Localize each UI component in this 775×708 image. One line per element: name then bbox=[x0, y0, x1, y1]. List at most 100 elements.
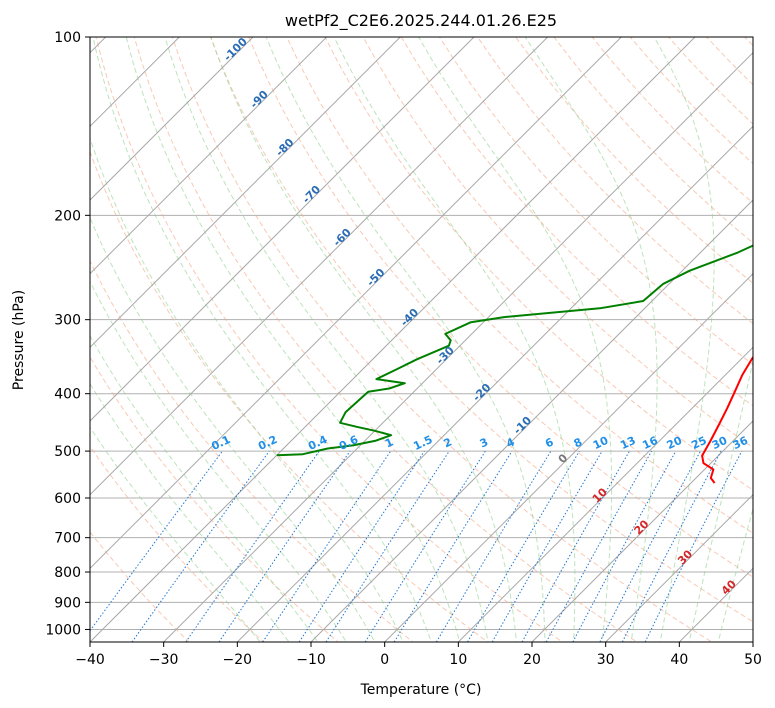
mixing-ratio-line bbox=[131, 450, 270, 642]
dry-adiabat-line bbox=[90, 531, 190, 642]
moist-adiabat-line bbox=[333, 37, 576, 642]
isotherm-label: 30 bbox=[675, 547, 695, 567]
isotherm-label: 10 bbox=[590, 485, 610, 505]
moist-adiabat-line bbox=[653, 37, 715, 642]
x-tick-label: −10 bbox=[296, 652, 326, 668]
y-tick-label: 300 bbox=[54, 313, 81, 329]
y-tick-label: 600 bbox=[54, 491, 81, 507]
isotherm-line bbox=[752, 641, 753, 642]
dry-adiabat-line bbox=[90, 259, 414, 642]
isotherm-label: -50 bbox=[364, 266, 387, 289]
x-tick-label: −30 bbox=[149, 652, 179, 668]
moist-adiabat-line bbox=[164, 37, 489, 642]
y-tick-label: 500 bbox=[54, 444, 81, 460]
moist-adiabat-line bbox=[524, 37, 658, 642]
moist-adiabat-line bbox=[90, 216, 376, 642]
moist-adiabat-line bbox=[418, 37, 613, 642]
mixing-ratio-label: 0.1 bbox=[209, 433, 232, 453]
isotherm-line bbox=[90, 37, 475, 422]
isotherm-label: 20 bbox=[632, 517, 652, 537]
isotherm-label: -10 bbox=[511, 414, 534, 437]
dry-adiabat-line bbox=[756, 10, 775, 654]
mixing-ratio-line bbox=[621, 450, 722, 642]
y-tick-label: 200 bbox=[54, 208, 81, 224]
dry-adiabat-line bbox=[286, 37, 753, 534]
mixing-ratio-label: 6 bbox=[543, 435, 556, 450]
dry-adiabat-line bbox=[362, 37, 753, 449]
mixing-ratio-label: 0.4 bbox=[306, 433, 329, 453]
moist-adiabat-line bbox=[265, 37, 546, 642]
x-tick-label: −40 bbox=[75, 652, 105, 668]
dry-adiabat-line bbox=[477, 37, 753, 325]
y-tick-label: 800 bbox=[54, 565, 81, 581]
moist-adiabat-line bbox=[92, 37, 432, 642]
mixing-ratio-line bbox=[262, 450, 392, 642]
dry-adiabat-line bbox=[744, 37, 753, 47]
isotherm-line bbox=[90, 37, 328, 275]
isotherm-line bbox=[162, 51, 753, 642]
mixing-ratio-line bbox=[185, 450, 320, 642]
mixing-ratio-label: 10 bbox=[591, 434, 611, 452]
y-tick-label: 700 bbox=[54, 531, 81, 547]
y-tick-label: 900 bbox=[54, 595, 81, 611]
y-axis: 1000 900 800 700 600 500 400 300 200 100 bbox=[45, 30, 90, 638]
mixing-ratio-label: 0.2 bbox=[256, 433, 279, 453]
temperature-profile-line bbox=[701, 355, 753, 484]
chart-title: wetPf2_C2E6.2025.244.01.26.E25 bbox=[285, 11, 557, 31]
dry-adiabat-line bbox=[90, 445, 265, 642]
moist-adiabat-line bbox=[688, 358, 753, 642]
mixing-ratio-line bbox=[218, 450, 351, 642]
mixing-ratio-label: 13 bbox=[618, 434, 637, 452]
mixing-ratio-line bbox=[521, 450, 630, 642]
x-axis-label: Temperature (°C) bbox=[360, 682, 482, 698]
dry-adiabat-line bbox=[171, 37, 713, 642]
isotherm-label: -100 bbox=[221, 35, 250, 64]
isotherm-line bbox=[531, 420, 753, 642]
x-tick-label: 40 bbox=[670, 652, 688, 668]
dry-adiabat-line bbox=[591, 37, 753, 204]
isotherm-line bbox=[310, 199, 753, 642]
mixing-ratio-line bbox=[364, 450, 486, 642]
isotherm-label: -40 bbox=[398, 306, 421, 329]
isotherm-label: -70 bbox=[300, 183, 323, 206]
isotherm-line bbox=[457, 346, 753, 642]
mixing-ratio-line bbox=[435, 450, 552, 642]
isotherm-line bbox=[604, 493, 753, 642]
isotherm-line bbox=[90, 37, 181, 128]
mixing-ratio-label: 3 bbox=[478, 435, 490, 450]
isotherm-label: -60 bbox=[331, 226, 354, 249]
plot-frame bbox=[89, 36, 754, 643]
dry-adiabat-line bbox=[133, 37, 638, 642]
mixing-ratio-line bbox=[545, 450, 653, 642]
mixing-ratio-label: 20 bbox=[665, 434, 685, 452]
mixing-ratio-label: 30 bbox=[710, 434, 730, 452]
mixing-ratio-label: 16 bbox=[640, 434, 660, 452]
dry-adiabat-line bbox=[515, 37, 753, 284]
dry-adiabat-line bbox=[90, 356, 339, 642]
y-tick-label: 400 bbox=[54, 387, 81, 403]
x-tick-label: 50 bbox=[744, 652, 762, 668]
mixing-ratio-line bbox=[90, 450, 223, 632]
moist-adiabat-line bbox=[90, 426, 261, 642]
mixing-ratio-line bbox=[599, 450, 701, 642]
profile-lines bbox=[276, 244, 753, 484]
isotherm-label: -80 bbox=[273, 136, 296, 159]
isotherm-line bbox=[90, 37, 696, 642]
moist-adiabat-line bbox=[210, 37, 518, 642]
isotherm-label: 40 bbox=[719, 577, 739, 597]
x-tick-label: 10 bbox=[449, 652, 467, 668]
isotherm-label: -30 bbox=[434, 344, 457, 367]
dry-adiabat-line bbox=[400, 37, 753, 407]
isotherm-label: -90 bbox=[248, 88, 271, 111]
y-tick-label: 1000 bbox=[45, 622, 81, 638]
moist-adiabat-line bbox=[90, 280, 347, 642]
mixing-ratio-line bbox=[298, 450, 425, 642]
isotherm-line bbox=[90, 37, 623, 570]
isotherm-line bbox=[90, 37, 402, 349]
isotherm-label: -20 bbox=[470, 381, 493, 404]
isotherm-line bbox=[383, 272, 753, 642]
dewpoint-profile-line bbox=[276, 244, 753, 457]
dry-adiabat-line bbox=[248, 37, 753, 578]
x-tick-label: 0 bbox=[380, 652, 389, 668]
